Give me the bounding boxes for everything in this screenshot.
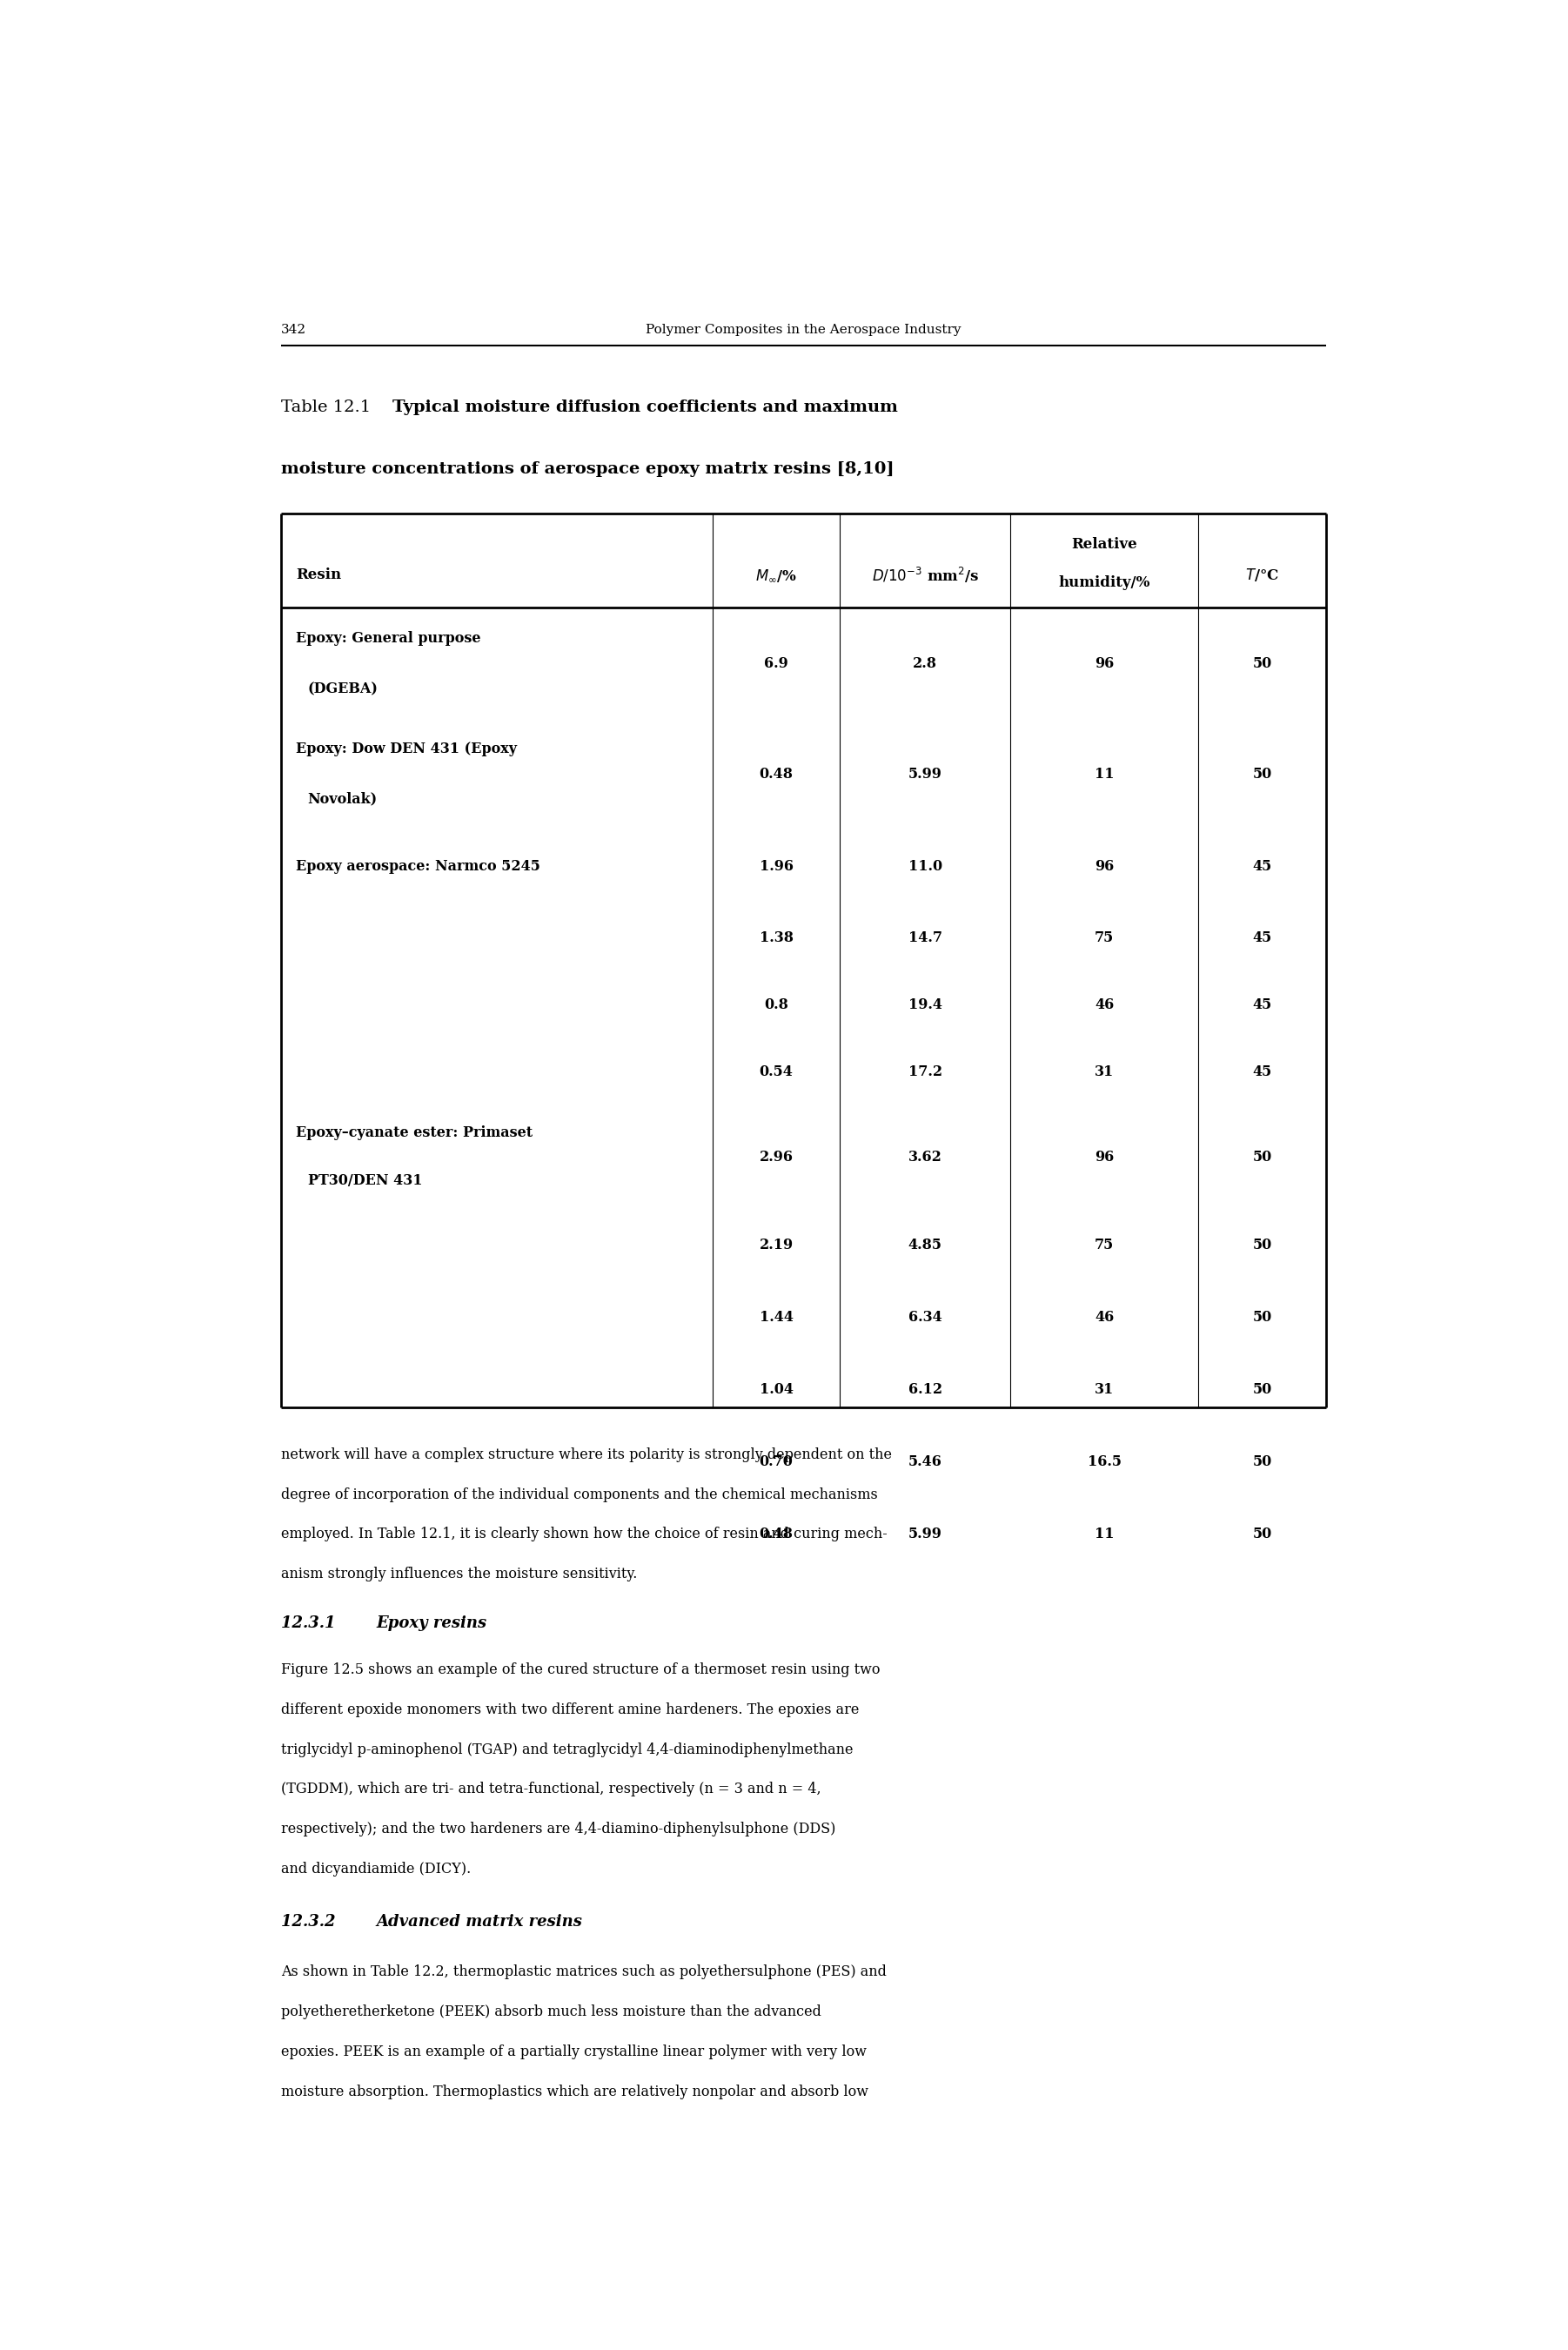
Text: 1.96: 1.96 xyxy=(759,860,793,874)
Text: 0.8: 0.8 xyxy=(764,996,789,1013)
Text: Epoxy resins: Epoxy resins xyxy=(376,1614,486,1631)
Text: PT30/DEN 431: PT30/DEN 431 xyxy=(307,1173,422,1189)
Text: Novolak): Novolak) xyxy=(307,792,378,806)
Text: 17.2: 17.2 xyxy=(908,1065,942,1079)
Text: Typical moisture diffusion coefficients and maximum: Typical moisture diffusion coefficients … xyxy=(394,400,898,416)
Text: (DGEBA): (DGEBA) xyxy=(307,682,378,698)
Text: employed. In Table 12.1, it is clearly shown how the choice of resin and curing : employed. In Table 12.1, it is clearly s… xyxy=(281,1528,887,1542)
Text: 46: 46 xyxy=(1094,996,1113,1013)
Text: 0.70: 0.70 xyxy=(759,1455,793,1469)
Text: 2.8: 2.8 xyxy=(913,656,938,672)
Text: moisture absorption. Thermoplastics which are relatively nonpolar and absorb low: moisture absorption. Thermoplastics whic… xyxy=(281,2084,869,2099)
Text: 2.96: 2.96 xyxy=(759,1149,793,1163)
Text: 50: 50 xyxy=(1253,1528,1272,1542)
Text: Epoxy–cyanate ester: Primaset: Epoxy–cyanate ester: Primaset xyxy=(296,1126,533,1140)
Text: 75: 75 xyxy=(1094,931,1113,945)
Text: 11.0: 11.0 xyxy=(908,860,942,874)
Text: 6.12: 6.12 xyxy=(908,1382,942,1396)
Text: 11: 11 xyxy=(1094,1528,1115,1542)
Text: $T$/°C: $T$/°C xyxy=(1245,566,1279,583)
Text: 96: 96 xyxy=(1094,860,1113,874)
Text: 5.99: 5.99 xyxy=(908,1528,942,1542)
Text: $M_{\infty}$/%: $M_{\infty}$/% xyxy=(756,566,797,583)
Text: triglycidyl p-aminophenol (TGAP) and tetraglycidyl 4,4-diaminodiphenylmethane: triglycidyl p-aminophenol (TGAP) and tet… xyxy=(281,1741,853,1758)
Text: 0.48: 0.48 xyxy=(759,1528,793,1542)
Text: moisture concentrations of aerospace epoxy matrix resins [8,10]: moisture concentrations of aerospace epo… xyxy=(281,461,894,477)
Text: Epoxy: General purpose: Epoxy: General purpose xyxy=(296,630,480,646)
Text: 0.54: 0.54 xyxy=(759,1065,793,1079)
Text: 4.85: 4.85 xyxy=(908,1236,942,1253)
Text: 3.62: 3.62 xyxy=(908,1149,942,1163)
Text: 45: 45 xyxy=(1253,860,1272,874)
Text: 1.04: 1.04 xyxy=(759,1382,793,1396)
Text: 12.3.1: 12.3.1 xyxy=(281,1614,351,1631)
Text: 1.38: 1.38 xyxy=(759,931,793,945)
Text: Relative: Relative xyxy=(1071,538,1137,552)
Text: different epoxide monomers with two different amine hardeners. The epoxies are: different epoxide monomers with two diff… xyxy=(281,1701,859,1718)
Text: network will have a complex structure where its polarity is strongly dependent o: network will have a complex structure wh… xyxy=(281,1448,892,1462)
Text: 6.34: 6.34 xyxy=(908,1309,942,1325)
Text: Epoxy: Dow DEN 431 (Epoxy: Epoxy: Dow DEN 431 (Epoxy xyxy=(296,743,517,757)
Text: 45: 45 xyxy=(1253,931,1272,945)
Text: Resin: Resin xyxy=(296,569,340,583)
Text: Figure 12.5 shows an example of the cured structure of a thermoset resin using t: Figure 12.5 shows an example of the cure… xyxy=(281,1664,880,1678)
Text: 75: 75 xyxy=(1094,1236,1113,1253)
Text: 50: 50 xyxy=(1253,1455,1272,1469)
Text: 31: 31 xyxy=(1094,1382,1113,1396)
Text: 50: 50 xyxy=(1253,1236,1272,1253)
Text: 342: 342 xyxy=(281,324,306,336)
Text: 45: 45 xyxy=(1253,1065,1272,1079)
Text: 19.4: 19.4 xyxy=(908,996,942,1013)
Text: humidity/%: humidity/% xyxy=(1058,576,1151,590)
Text: 5.99: 5.99 xyxy=(908,766,942,783)
Text: 50: 50 xyxy=(1253,1309,1272,1325)
Text: 12.3.2: 12.3.2 xyxy=(281,1915,351,1929)
Text: Advanced matrix resins: Advanced matrix resins xyxy=(376,1915,582,1929)
Text: Polymer Composites in the Aerospace Industry: Polymer Composites in the Aerospace Indu… xyxy=(646,324,961,336)
Text: 6.9: 6.9 xyxy=(764,656,789,672)
Text: As shown in Table 12.2, thermoplastic matrices such as polyethersulphone (PES) a: As shown in Table 12.2, thermoplastic ma… xyxy=(281,1965,886,1979)
Text: polyetheretherketone (PEEK) absorb much less moisture than the advanced: polyetheretherketone (PEEK) absorb much … xyxy=(281,2005,822,2019)
Text: 5.46: 5.46 xyxy=(908,1455,942,1469)
Text: $D/10^{-3}$ mm$^2$/s: $D/10^{-3}$ mm$^2$/s xyxy=(872,566,978,585)
Text: 14.7: 14.7 xyxy=(908,931,942,945)
Text: and dicyandiamide (DICY).: and dicyandiamide (DICY). xyxy=(281,1861,470,1878)
Text: 31: 31 xyxy=(1094,1065,1113,1079)
Text: degree of incorporation of the individual components and the chemical mechanisms: degree of incorporation of the individua… xyxy=(281,1488,878,1502)
Text: 50: 50 xyxy=(1253,1149,1272,1163)
Text: epoxies. PEEK is an example of a partially crystalline linear polymer with very : epoxies. PEEK is an example of a partial… xyxy=(281,2044,867,2059)
Text: 11: 11 xyxy=(1094,766,1115,783)
Text: Table 12.1: Table 12.1 xyxy=(281,400,379,416)
Text: 50: 50 xyxy=(1253,1382,1272,1396)
Text: 96: 96 xyxy=(1094,656,1113,672)
Text: 46: 46 xyxy=(1094,1309,1113,1325)
Text: 50: 50 xyxy=(1253,656,1272,672)
Text: respectively); and the two hardeners are 4,4-diamino-diphenylsulphone (DDS): respectively); and the two hardeners are… xyxy=(281,1821,836,1838)
Text: 2.19: 2.19 xyxy=(759,1236,793,1253)
Text: 96: 96 xyxy=(1094,1149,1113,1163)
Text: Epoxy aerospace: Narmco 5245: Epoxy aerospace: Narmco 5245 xyxy=(296,860,539,874)
Text: 50: 50 xyxy=(1253,766,1272,783)
Text: 0.48: 0.48 xyxy=(759,766,793,783)
Text: (TGDDM), which are tri- and tetra-functional, respectively (n = 3 and n = 4,: (TGDDM), which are tri- and tetra-functi… xyxy=(281,1781,822,1798)
Text: anism strongly influences the moisture sensitivity.: anism strongly influences the moisture s… xyxy=(281,1567,637,1582)
Text: 16.5: 16.5 xyxy=(1087,1455,1121,1469)
Text: 45: 45 xyxy=(1253,996,1272,1013)
Text: 1.44: 1.44 xyxy=(759,1309,793,1325)
